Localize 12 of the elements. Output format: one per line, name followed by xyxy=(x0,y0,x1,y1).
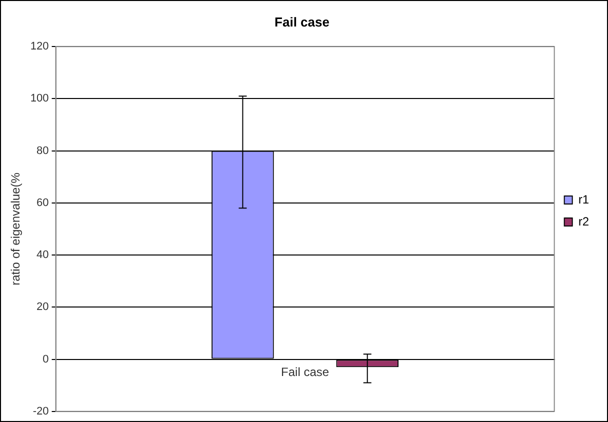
y-tick-label: 80 xyxy=(36,144,49,157)
y-tick-label: 20 xyxy=(36,301,49,314)
y-tick-label: 120 xyxy=(30,40,49,53)
y-tick-label: 0 xyxy=(42,353,49,366)
y-tick-label: 100 xyxy=(30,92,49,105)
y-axis-title: ratio of eigenvalue(% xyxy=(8,172,23,286)
y-tick-label: -20 xyxy=(32,405,49,418)
legend-label: r2 xyxy=(578,214,590,228)
chart-title: Fail case xyxy=(274,14,330,30)
y-tick-label: 60 xyxy=(36,196,49,209)
y-tick-label: 40 xyxy=(36,249,49,262)
legend-label: r1 xyxy=(578,192,590,206)
